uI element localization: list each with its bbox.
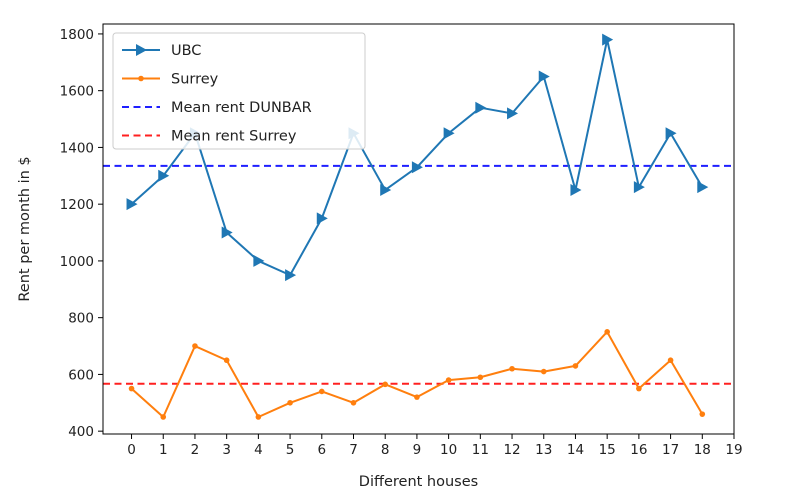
y-tick-label: 1600 [60,84,94,100]
data-point-surrey [445,377,452,383]
data-point-surrey [572,363,579,369]
x-tick-label: 4 [254,442,263,458]
data-point-ubc [221,226,233,239]
y-tick-label: 800 [68,311,94,327]
data-point-surrey [667,357,674,364]
data-point-ubc [538,70,550,83]
data-point-surrey [160,414,167,420]
x-tick-label: 17 [662,442,679,458]
x-tick-label: 0 [127,442,136,458]
y-tick-label: 400 [68,424,94,440]
data-point-surrey [636,385,642,392]
x-tick-label: 5 [286,442,295,458]
x-tick-label: 1 [159,442,168,458]
legend-item: UBC [122,43,201,59]
legend-item: Surrey [122,72,219,88]
data-point-ubc [316,212,328,225]
y-tick-label: 600 [68,367,94,383]
legend-label: UBC [171,43,201,59]
x-tick-label: 11 [472,442,489,458]
legend-item: Mean rent DUNBAR [122,100,312,116]
y-tick-label: 1800 [60,27,94,43]
data-point-surrey [223,357,230,364]
y-tick-label: 1200 [60,197,94,213]
legend-label: Mean rent Surrey [171,129,297,145]
x-tick-label: 16 [630,442,647,458]
data-point-surrey [509,365,515,372]
data-point-ubc [475,101,487,114]
plot-frame [102,23,735,435]
data-point-ubc [285,269,297,282]
x-tick-label: 8 [381,442,390,458]
data-point-ubc [665,127,677,140]
x-tick-label: 12 [503,442,520,458]
data-point-surrey [128,385,135,392]
data-point-surrey [287,399,293,406]
x-axis-label: Different houses [359,474,478,490]
data-point-surrey [414,394,420,400]
x-tick-label: 9 [413,442,422,458]
x-tick-label: 3 [222,442,231,458]
x-tick-label: 7 [349,442,358,458]
data-point-surrey [350,399,357,406]
y-tick-label: 1400 [60,140,94,156]
data-point-ubc [602,33,614,46]
data-point-surrey [699,411,706,417]
x-tick-label: 18 [694,442,711,458]
data-point-ubc [633,181,645,194]
data-point-ubc [253,254,265,267]
data-point-ubc [158,169,170,182]
legend: UBC Surrey Mean rent DUNBAR Mean rent Surre… [112,32,366,150]
data-point-ubc [443,127,455,140]
data-point-surrey [318,388,325,395]
data-point-ubc [507,107,519,120]
x-tick-label: 6 [317,442,326,458]
x-tick-label: 15 [599,442,616,458]
legend-marker-triangle [136,44,147,56]
x-tick-label: 2 [191,442,200,458]
legend-box [112,32,366,150]
x-tick-label: 14 [567,442,584,458]
data-point-ubc [380,183,392,196]
legend-label: Mean rent DUNBAR [171,100,312,116]
legend-label: Surrey [171,72,219,88]
data-point-ubc [570,183,582,196]
data-point-ubc [697,181,709,194]
data-point-ubc [411,161,423,174]
axes: 0 1 2 3 4 5 6 7 8 9 10 11 12 13 14 15 16 17 18 194006008001… [60,23,743,458]
data-point-ubc [126,198,138,211]
x-tick-label: 19 [725,442,742,458]
data-point-surrey [382,381,389,388]
data-point-surrey [540,368,547,375]
series-line-surrey [130,330,704,418]
data-point-surrey [192,343,198,349]
legend-marker-dot [138,75,144,82]
x-tick-label: 10 [440,442,457,458]
data-point-surrey [604,329,610,335]
legend-item: Mean rent Surrey [122,129,297,145]
data-point-surrey [477,374,484,381]
x-tick-label: 13 [535,442,552,458]
y-tick-label: 1000 [60,254,94,270]
data-point-surrey [255,414,262,420]
y-axis-label: Rent per month in $ [17,156,33,301]
